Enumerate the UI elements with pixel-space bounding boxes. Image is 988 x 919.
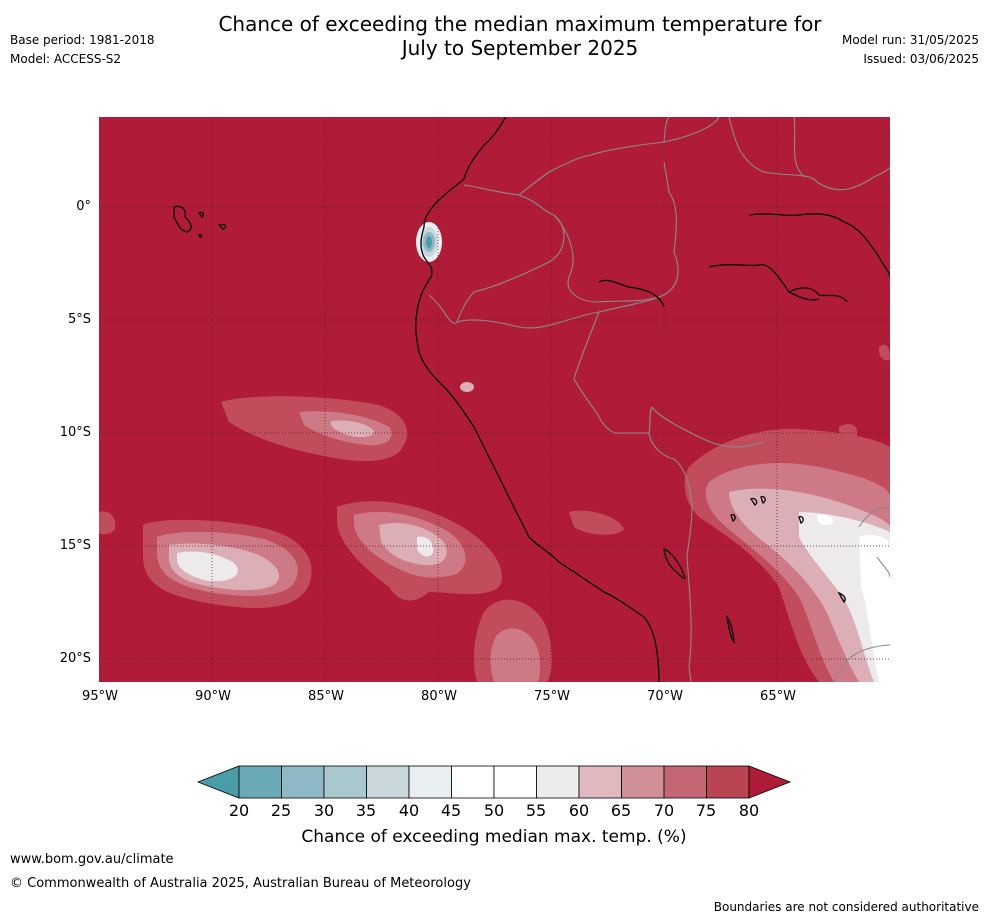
footer-disclaimer: Boundaries are not considered authoritat… [713,900,979,914]
colorbar-segment [621,765,665,799]
colorbar-tick-65: 65 [610,801,632,820]
colorbar-tick-75: 75 [695,801,717,820]
probability-map [99,117,890,682]
colorbar-tick-40: 40 [398,801,420,820]
title-line-1: Chance of exceeding the median maximum t… [218,12,822,36]
patch-small-ne [839,424,858,438]
lat-label-15s: 15°S [59,538,91,553]
patch-north-10s [221,396,408,461]
colorbar-tick-30: 30 [313,801,335,820]
colorbar-tick-80: 80 [738,801,760,820]
lon-label-80w: 80°W [421,689,457,704]
lat-label-10s: 10°S [59,425,91,440]
colorbar-tick-50: 50 [483,801,505,820]
colorbar-segment [323,765,367,799]
colorbar-segment [493,765,537,799]
colorbar-tick-60: 60 [568,801,590,820]
patch-east-edge [879,344,890,361]
colorbar-segment [238,765,282,799]
lat-label-5s: 5°S [67,312,91,327]
gridlines [99,117,890,682]
coastlines [173,117,890,682]
colorbar-tick-25: 25 [270,801,292,820]
title-line-2: July to September 2025 [401,36,639,60]
colorbar-tick-45: 45 [440,801,462,820]
colorbar-tick-20: 20 [228,801,250,820]
map-title: Chance of exceeding the median maximum t… [0,12,988,60]
colorbar-segment [578,765,622,799]
patch-south-18s [473,599,552,682]
lon-label-75w: 75°W [534,689,570,704]
model-run: Model run: 31/05/2025 [841,33,979,47]
patch-central-15s [337,501,503,601]
colorbar-title: Chance of exceeding median max. temp. (%… [301,827,687,847]
colorbar [196,765,792,799]
lon-label-85w: 85°W [308,689,344,704]
patch-small-land [569,510,624,535]
lat-label-20s: 20°S [59,651,91,666]
issued-date: Issued: 03/06/2025 [863,52,979,66]
colorbar-segment [281,765,325,799]
patch-bolivia [684,428,890,682]
colorbar-segment [536,765,580,799]
colorbar-segment [408,765,452,799]
colorbar-segment [366,765,410,799]
lon-label-95w: 95°W [82,689,118,704]
patch-coast-small [460,382,474,392]
lon-label-70w: 70°W [647,689,683,704]
lon-label-90w: 90°W [195,689,231,704]
model-name: Model: ACCESS-S2 [10,52,122,66]
footer-copyright: © Commonwealth of Australia 2025, Austra… [10,876,471,891]
colorbar-tick-70: 70 [653,801,675,820]
footer-url[interactable]: www.bom.gov.au/climate [10,852,174,867]
colorbar-segment [663,765,707,799]
colorbar-over-arrow [748,765,792,799]
colorbar-under-arrow [196,765,240,799]
colorbar-segment [706,765,750,799]
colorbar-tick-35: 35 [355,801,377,820]
country-borders [428,117,890,682]
colorbar-segment [451,765,495,799]
patch-west-edge [99,511,116,535]
lon-label-65w: 65°W [760,689,796,704]
base-period: Base period: 1981-2018 [10,33,155,47]
patch-west-14s [143,519,312,608]
colorbar-tick-55: 55 [525,801,547,820]
lat-label-0: 0° [76,199,91,214]
